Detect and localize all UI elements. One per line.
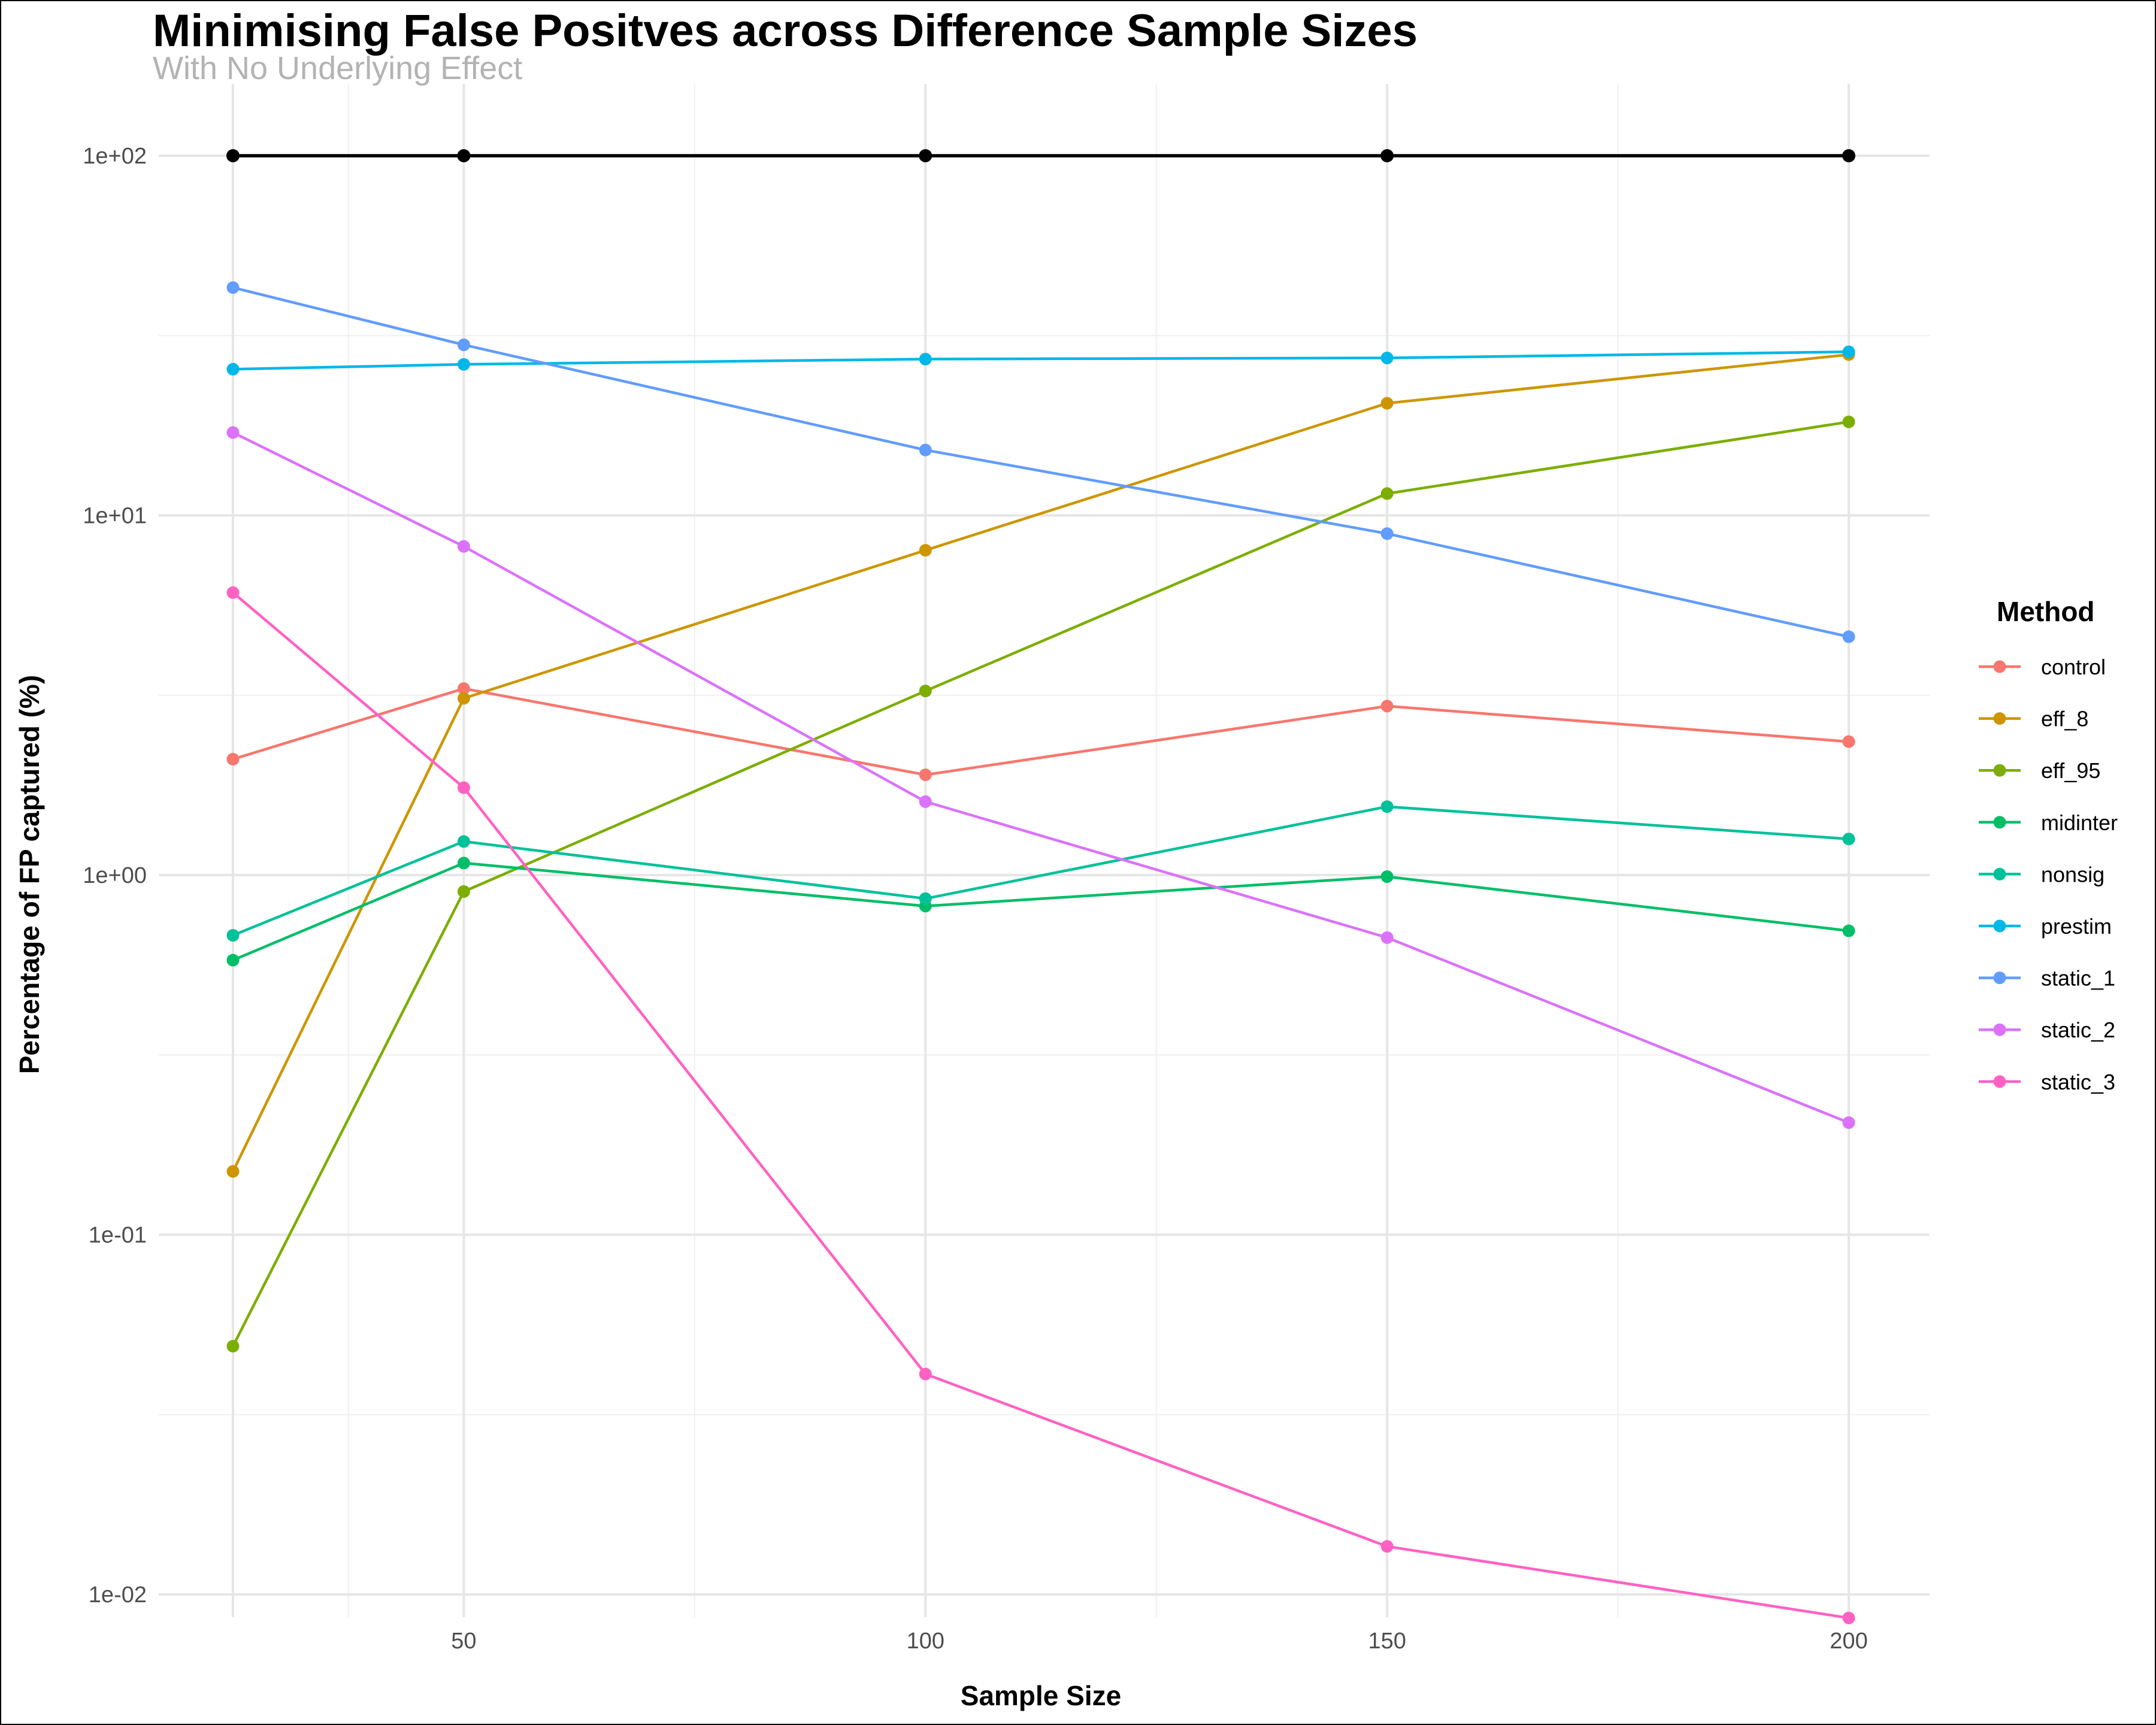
data-point-static_2 [919,795,932,808]
y-tick-label: 1e+02 [83,144,147,169]
legend-key-point-midinter [1993,816,2006,829]
y-tick-label: 1e-01 [89,1223,147,1248]
data-point-eff_8 [919,544,932,557]
data-point-eff_8 [1380,397,1394,410]
legend-key-point-eff_8 [1993,712,2006,725]
y-tick-label: 1e+01 [83,504,147,529]
reference-point [1380,149,1394,162]
legend-key-point-control [1993,660,2006,673]
legend-label-prestim: prestim [2041,914,2112,939]
data-point-nonsig [1842,833,1855,846]
data-point-control [457,682,470,695]
data-point-prestim [226,362,240,376]
series-line-prestim [232,350,1849,371]
legend-key-point-prestim [1993,919,2006,933]
legend-label-midinter: midinter [2041,810,2118,835]
reference-point [1842,149,1855,162]
data-point-static_1 [226,281,240,294]
data-point-midinter [457,857,470,870]
data-point-prestim [457,358,470,371]
series-line-eff_8 [231,353,1849,1172]
plot-area [226,149,1855,1624]
grid [159,84,1930,1617]
data-point-eff_8 [457,692,470,705]
legend-key-point-static_1 [1993,972,2006,985]
data-point-static_1 [457,338,470,352]
x-axis: 50 100 150 200 [451,1629,1867,1654]
y-tick-label: 1e+00 [83,863,147,888]
data-point-control [1842,735,1855,748]
data-point-eff_95 [226,1340,240,1353]
reference-point [457,149,471,162]
data-point-prestim [1842,345,1855,358]
y-axis: 1e-02 1e-01 1e+00 1e+01 1e+02 [83,144,147,1608]
series-line-static_2 [232,431,1849,1124]
data-point-nonsig [457,835,470,848]
data-point-static_3 [1380,1540,1394,1553]
legend-label-eff_8: eff_8 [2041,707,2088,731]
data-point-eff_95 [1842,415,1855,428]
chart-title: Minimising False Positves across Differe… [153,5,1418,56]
x-tick-label: 50 [451,1629,476,1654]
data-point-prestim [1380,352,1394,365]
reference-point [919,149,932,162]
y-tick-label: 1e-02 [89,1582,147,1608]
chart-subtitle: With No Underlying Effect [153,50,522,86]
data-point-static_1 [919,443,932,456]
data-point-eff_95 [1380,487,1394,500]
data-point-eff_95 [919,685,932,698]
x-tick-label: 100 [907,1629,944,1654]
legend-label-static_3: static_3 [2041,1070,2115,1094]
series-line-static_3 [232,591,1849,1620]
legend-label-control: control [2041,655,2106,679]
y-axis-label: Percentage of FP captured (%) [14,675,45,1074]
data-point-nonsig [226,929,240,942]
data-point-eff_95 [457,885,470,898]
legend: control eff_8 eff_95 midinter nonsig prestim s… [1979,655,2118,1094]
data-point-control [919,768,932,782]
data-point-static_3 [1842,1611,1855,1624]
x-tick-label: 150 [1368,1629,1406,1654]
data-point-midinter [1842,924,1855,937]
legend-key-point-nonsig [1993,867,2006,880]
legend-label-eff_95: eff_95 [2041,758,2100,783]
series-line-control [232,687,1849,776]
series-line-static_1 [232,286,1849,638]
data-point-static_2 [1842,1116,1855,1129]
legend-label-static_1: static_1 [2041,966,2115,991]
data-point-static_3 [226,586,240,599]
data-point-control [1380,700,1394,713]
data-point-nonsig [919,892,932,905]
data-point-static_2 [1380,931,1394,944]
x-tick-label: 200 [1830,1629,1867,1654]
data-point-static_1 [1380,527,1394,540]
data-point-nonsig [1380,800,1394,813]
data-point-static_2 [226,426,240,439]
legend-title: Method [1997,596,2095,627]
data-point-static_3 [457,781,470,794]
data-point-static_3 [919,1367,932,1381]
data-point-static_2 [457,540,470,553]
data-point-prestim [919,353,932,366]
series-line-midinter [232,861,1849,962]
data-point-control [226,753,240,766]
legend-key-point-eff_95 [1993,764,2006,777]
data-point-midinter [1380,870,1394,883]
data-point-static_1 [1842,630,1855,643]
data-point-eff_8 [226,1165,240,1178]
legend-key-point-static_3 [1993,1075,2006,1088]
legend-key-point-static_2 [1993,1023,2006,1036]
legend-label-nonsig: nonsig [2041,862,2104,886]
reference-point [226,149,240,162]
data-point-midinter [226,954,240,967]
x-axis-label: Sample Size [961,1680,1121,1711]
series-line-nonsig [232,805,1849,937]
series-line-eff_95 [231,420,1849,1347]
legend-label-static_2: static_2 [2041,1018,2115,1042]
